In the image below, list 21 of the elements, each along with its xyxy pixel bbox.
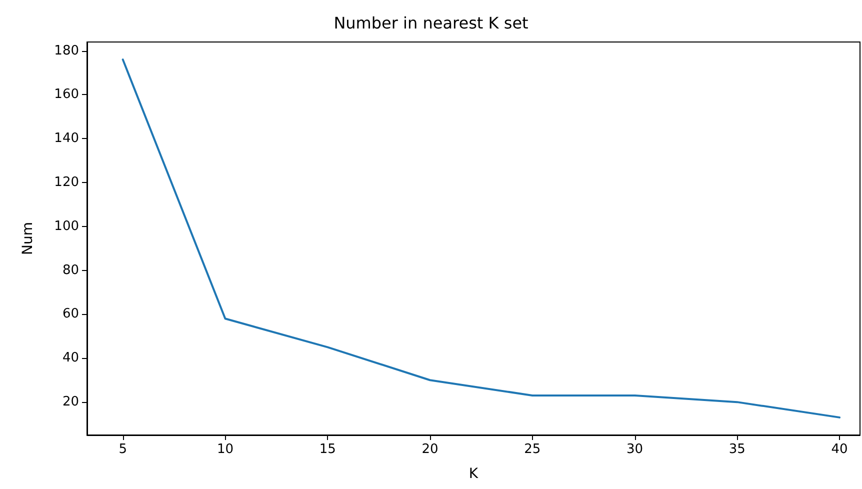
y-tick-label: 160 xyxy=(54,87,79,102)
y-tick-label: 180 xyxy=(54,43,79,58)
y-tick-label: 60 xyxy=(62,306,79,322)
y-tick-label: 80 xyxy=(62,262,79,278)
x-tick-label: 25 xyxy=(524,442,541,457)
line-series xyxy=(122,58,841,418)
y-tick-label: 140 xyxy=(54,131,79,146)
x-tick-label: 5 xyxy=(118,442,127,457)
x-axis-title: K xyxy=(468,466,479,482)
x-tick-label: 40 xyxy=(831,442,848,457)
y-tick-label: 100 xyxy=(54,218,79,234)
x-tick-label: 10 xyxy=(216,442,234,457)
x-tick-label: 30 xyxy=(626,442,644,457)
y-tick-label: 40 xyxy=(62,350,79,366)
y-axis-title: Num xyxy=(20,222,36,255)
chart-title: Number in nearest K set xyxy=(334,14,528,32)
x-tick-label: 15 xyxy=(319,442,336,457)
y-tick-label: 120 xyxy=(54,175,79,190)
x-tick-label: 35 xyxy=(728,442,746,457)
y-tick-label: 20 xyxy=(62,394,79,410)
x-tick-label: 20 xyxy=(422,442,438,457)
